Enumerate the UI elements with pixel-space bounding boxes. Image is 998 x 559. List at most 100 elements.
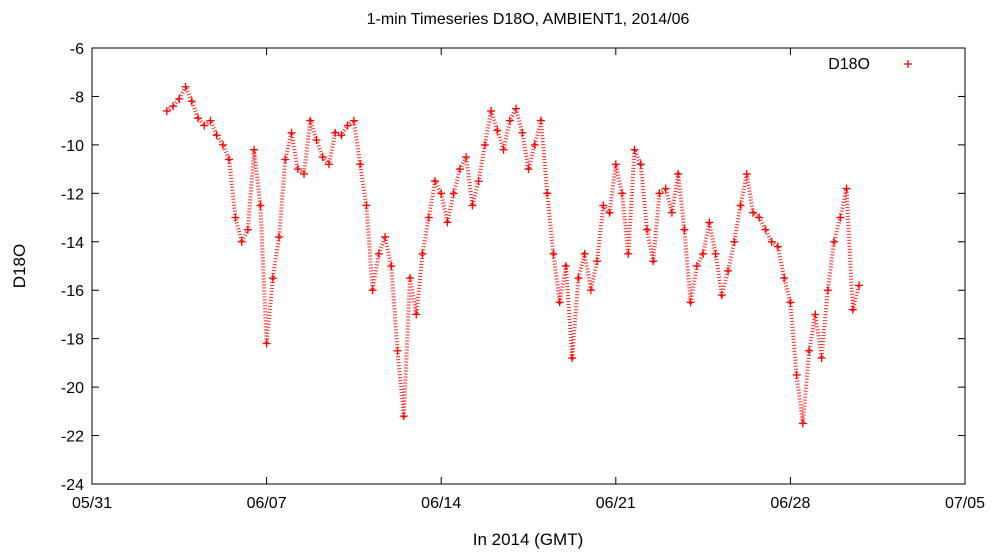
data-point xyxy=(761,225,770,234)
x-axis: 05/31 06/07 06/14 06/21 06/28 07/05 xyxy=(72,48,985,512)
data-point xyxy=(387,262,396,270)
data-point xyxy=(842,184,851,193)
data-point xyxy=(187,97,196,106)
data-point xyxy=(499,145,508,154)
data-point xyxy=(530,140,539,149)
data-point xyxy=(823,286,832,295)
data-point xyxy=(418,249,427,258)
x-tick-label: 05/31 xyxy=(72,495,112,512)
y-axis: -6 -8 -10 -12 -14 -16 -18 -20 -22 -24 xyxy=(61,41,965,494)
data-point xyxy=(674,169,683,178)
data-point xyxy=(399,412,408,421)
x-tick-label: 06/28 xyxy=(770,495,810,512)
data-point xyxy=(275,232,284,241)
data-point xyxy=(786,298,795,307)
data-point xyxy=(250,145,259,154)
data-point xyxy=(449,189,458,198)
data-point xyxy=(561,262,570,270)
data-point xyxy=(854,281,863,290)
legend: D18O xyxy=(828,56,912,73)
data-point xyxy=(231,213,240,222)
data-point xyxy=(755,213,764,222)
data-point xyxy=(586,286,595,295)
data-point xyxy=(225,155,234,164)
data-point xyxy=(480,140,489,149)
data-point xyxy=(430,177,439,186)
data-point xyxy=(798,419,807,428)
data-point xyxy=(349,116,358,125)
data-point xyxy=(462,153,471,161)
data-point xyxy=(848,305,857,314)
data-point xyxy=(780,274,789,283)
x-tick-label: 06/14 xyxy=(421,495,461,512)
data-point xyxy=(206,116,215,125)
data-point xyxy=(268,274,277,283)
data-point xyxy=(624,249,633,258)
data-point xyxy=(549,249,558,258)
data-point xyxy=(412,310,421,319)
data-point xyxy=(437,189,446,198)
data-point xyxy=(443,218,452,227)
x-axis-label: In 2014 (GMT) xyxy=(473,530,584,549)
data-point xyxy=(630,145,639,154)
data-point xyxy=(424,213,433,222)
data-point xyxy=(618,189,627,198)
data-point xyxy=(767,237,776,246)
data-point xyxy=(455,165,464,174)
data-point xyxy=(692,262,701,270)
data-point xyxy=(518,128,527,137)
data-point xyxy=(368,286,377,295)
data-point xyxy=(487,106,496,115)
data-point xyxy=(243,225,252,234)
y-tick-label: -6 xyxy=(70,41,84,58)
data-point xyxy=(474,177,483,186)
data-point xyxy=(318,153,327,161)
data-point xyxy=(555,298,564,307)
data-point xyxy=(536,116,545,125)
data-point xyxy=(730,237,739,246)
plot-area xyxy=(91,47,966,485)
data-point xyxy=(773,242,782,251)
data-point xyxy=(636,160,645,169)
data-point xyxy=(262,339,271,348)
data-point xyxy=(543,189,552,198)
data-point xyxy=(300,169,309,178)
legend-plus-icon xyxy=(904,60,912,68)
data-point xyxy=(611,160,620,169)
legend-marker xyxy=(904,60,912,68)
x-tick-label: 07/05 xyxy=(945,495,985,512)
data-point xyxy=(524,165,533,174)
data-point xyxy=(512,104,521,113)
d18o-series xyxy=(162,82,863,428)
data-point xyxy=(362,201,371,210)
data-point xyxy=(711,249,720,258)
data-point xyxy=(661,184,670,193)
y-tick-label: -22 xyxy=(61,429,84,446)
data-point xyxy=(736,201,745,210)
data-point xyxy=(356,160,365,169)
x-tick-label: 06/21 xyxy=(596,495,636,512)
data-point xyxy=(374,249,383,258)
data-point xyxy=(381,232,390,241)
data-point xyxy=(200,121,209,130)
y-tick-label: -8 xyxy=(70,89,84,106)
data-point xyxy=(287,128,296,137)
data-point xyxy=(324,160,333,169)
data-point xyxy=(393,346,402,355)
data-point xyxy=(642,225,651,234)
data-point xyxy=(406,274,415,283)
data-point xyxy=(212,131,221,140)
data-point xyxy=(181,82,190,91)
data-point xyxy=(724,266,733,275)
data-point xyxy=(337,131,346,140)
data-point xyxy=(667,208,676,217)
data-point xyxy=(175,94,184,103)
data-point xyxy=(574,274,583,283)
data-point xyxy=(817,354,826,363)
data-point xyxy=(792,371,801,379)
data-point xyxy=(686,298,695,307)
data-point xyxy=(742,169,751,178)
data-point xyxy=(830,237,839,246)
y-tick-label: -14 xyxy=(61,235,84,252)
